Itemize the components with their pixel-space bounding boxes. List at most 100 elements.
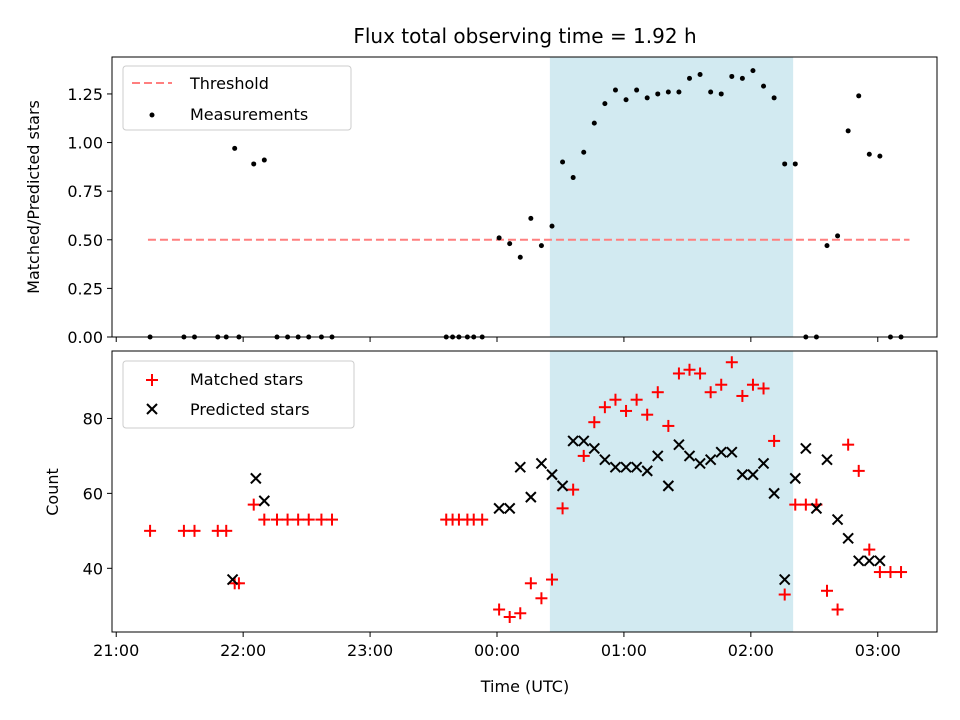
bottom-y-axis-label: Count bbox=[43, 468, 62, 516]
predicted-star-point bbox=[578, 435, 590, 447]
bottom-x-tick-label: 00:00 bbox=[474, 641, 520, 660]
measurement-point bbox=[612, 87, 618, 93]
bottom-x-axis-ticks: 21:00 22:00 23:00 00:00 01:00 02:00 03:00 bbox=[93, 632, 901, 660]
bottom-x-tick-label: 21:00 bbox=[93, 641, 139, 660]
matched-star-point bbox=[258, 513, 271, 526]
measurement-point bbox=[538, 243, 544, 249]
measurement-point bbox=[845, 128, 851, 134]
matched-star-point bbox=[863, 543, 876, 556]
predicted-star-point bbox=[620, 461, 632, 473]
predicted-legend-label: Predicted stars bbox=[190, 400, 310, 419]
predicted-star-stroke bbox=[863, 555, 876, 567]
predicted-star-point bbox=[588, 442, 601, 455]
predicted-star-point bbox=[778, 573, 791, 586]
predicted-star-point bbox=[789, 472, 801, 485]
matched-star-point bbox=[271, 513, 283, 526]
bottom-x-tick-label: 23:00 bbox=[347, 641, 393, 660]
matched-star-point bbox=[503, 611, 516, 624]
matched-star-point bbox=[873, 566, 886, 579]
measurement-point bbox=[866, 151, 872, 157]
predicted-star-stroke bbox=[652, 450, 664, 462]
top-y-tick-label: 0.50 bbox=[67, 231, 103, 250]
predicted-star-stroke bbox=[567, 435, 579, 447]
bottom-y-tick-label: 40 bbox=[83, 559, 103, 578]
top-panel: 0.00 0.25 0.50 0.75 1.00 1.25 Matched/Predict… bbox=[24, 56, 938, 347]
predicted-star-stroke bbox=[842, 532, 854, 545]
threshold-legend-label: Threshold bbox=[189, 74, 269, 93]
measurement-point bbox=[782, 161, 788, 167]
predicted-star-stroke bbox=[715, 446, 727, 458]
measurement-point bbox=[644, 95, 650, 101]
top-y-tick-label: 1.00 bbox=[67, 134, 103, 153]
matched-star-point bbox=[609, 393, 622, 406]
matched-star-point bbox=[188, 524, 201, 537]
bottom-plot-frame bbox=[111, 350, 938, 633]
matched-star-point bbox=[556, 502, 569, 515]
predicted-star-point bbox=[768, 487, 780, 500]
predicted-star-point bbox=[599, 453, 611, 466]
measurement-point bbox=[528, 215, 534, 221]
matched-star-point bbox=[220, 524, 233, 537]
top-y-tick-label: 0.75 bbox=[67, 182, 103, 201]
predicted-star-point bbox=[630, 461, 643, 473]
measurement-point bbox=[708, 89, 714, 95]
top-y-tick-label: 0.25 bbox=[67, 279, 103, 298]
predicted-star-stroke bbox=[768, 487, 780, 500]
predicted-star-point bbox=[226, 573, 239, 586]
predicted-star-stroke bbox=[546, 468, 558, 481]
predicted-star-stroke bbox=[683, 450, 696, 462]
measurement-point bbox=[665, 89, 671, 95]
predicted-star-point bbox=[662, 480, 675, 492]
predicted-star-point bbox=[652, 450, 664, 462]
matched-star-point bbox=[315, 513, 328, 526]
matched-star-point bbox=[281, 513, 294, 526]
predicted-star-stroke bbox=[535, 457, 548, 470]
measurement-point bbox=[560, 159, 566, 165]
measurement-point bbox=[824, 243, 830, 249]
matched-star-point bbox=[524, 577, 537, 590]
predicted-star-point bbox=[726, 446, 738, 458]
matched-star-point bbox=[476, 513, 489, 526]
predicted-star-stroke bbox=[778, 573, 791, 586]
bottom-legend-box bbox=[122, 360, 355, 429]
chart-title: Flux total observing time = 1.92 h bbox=[353, 24, 696, 48]
predicted-star-stroke bbox=[503, 502, 516, 515]
measurement-point bbox=[792, 161, 798, 167]
measurement-point bbox=[602, 101, 608, 107]
matched-star-point bbox=[144, 524, 157, 537]
top-x-axis-ticks bbox=[115, 337, 879, 342]
predicted-star-stroke bbox=[641, 465, 653, 477]
predicted-star-point bbox=[535, 457, 548, 470]
matched-star-point bbox=[757, 382, 770, 395]
measurement-point bbox=[232, 145, 238, 151]
measurement-point bbox=[623, 97, 629, 103]
matched-star-point bbox=[546, 573, 558, 586]
bottom-x-tick-label: 01:00 bbox=[601, 641, 647, 660]
top-plot-frame bbox=[111, 56, 938, 338]
predicted-star-stroke bbox=[525, 491, 537, 503]
predicted-star-point bbox=[736, 468, 749, 481]
measurement-point bbox=[771, 95, 777, 101]
matched-star-point bbox=[662, 419, 675, 432]
top-y-tick-label: 0.00 bbox=[67, 328, 103, 347]
measurements-legend-swatch bbox=[149, 112, 155, 118]
predicted-star-stroke bbox=[620, 461, 632, 473]
predicted-star-point bbox=[546, 468, 558, 481]
predicted-star-stroke bbox=[747, 468, 759, 481]
measurement-point bbox=[591, 120, 597, 126]
measurement-point bbox=[697, 72, 703, 77]
matched-star-point bbox=[704, 386, 717, 399]
bottom-x-tick-label: 03:00 bbox=[855, 641, 901, 660]
predicted-star-stroke bbox=[874, 555, 886, 567]
predicted-star-point bbox=[747, 468, 759, 481]
matched-legend-swatch bbox=[146, 374, 158, 386]
measurement-point bbox=[835, 233, 841, 239]
bottom-x-tick-label: 02:00 bbox=[728, 641, 774, 660]
bottom-observing-window bbox=[549, 351, 794, 632]
predicted-star-point bbox=[683, 450, 696, 462]
matched-star-point bbox=[694, 367, 707, 380]
predicted-star-point bbox=[673, 438, 685, 451]
matched-star-point bbox=[725, 356, 738, 369]
matched-star-point bbox=[177, 524, 190, 537]
